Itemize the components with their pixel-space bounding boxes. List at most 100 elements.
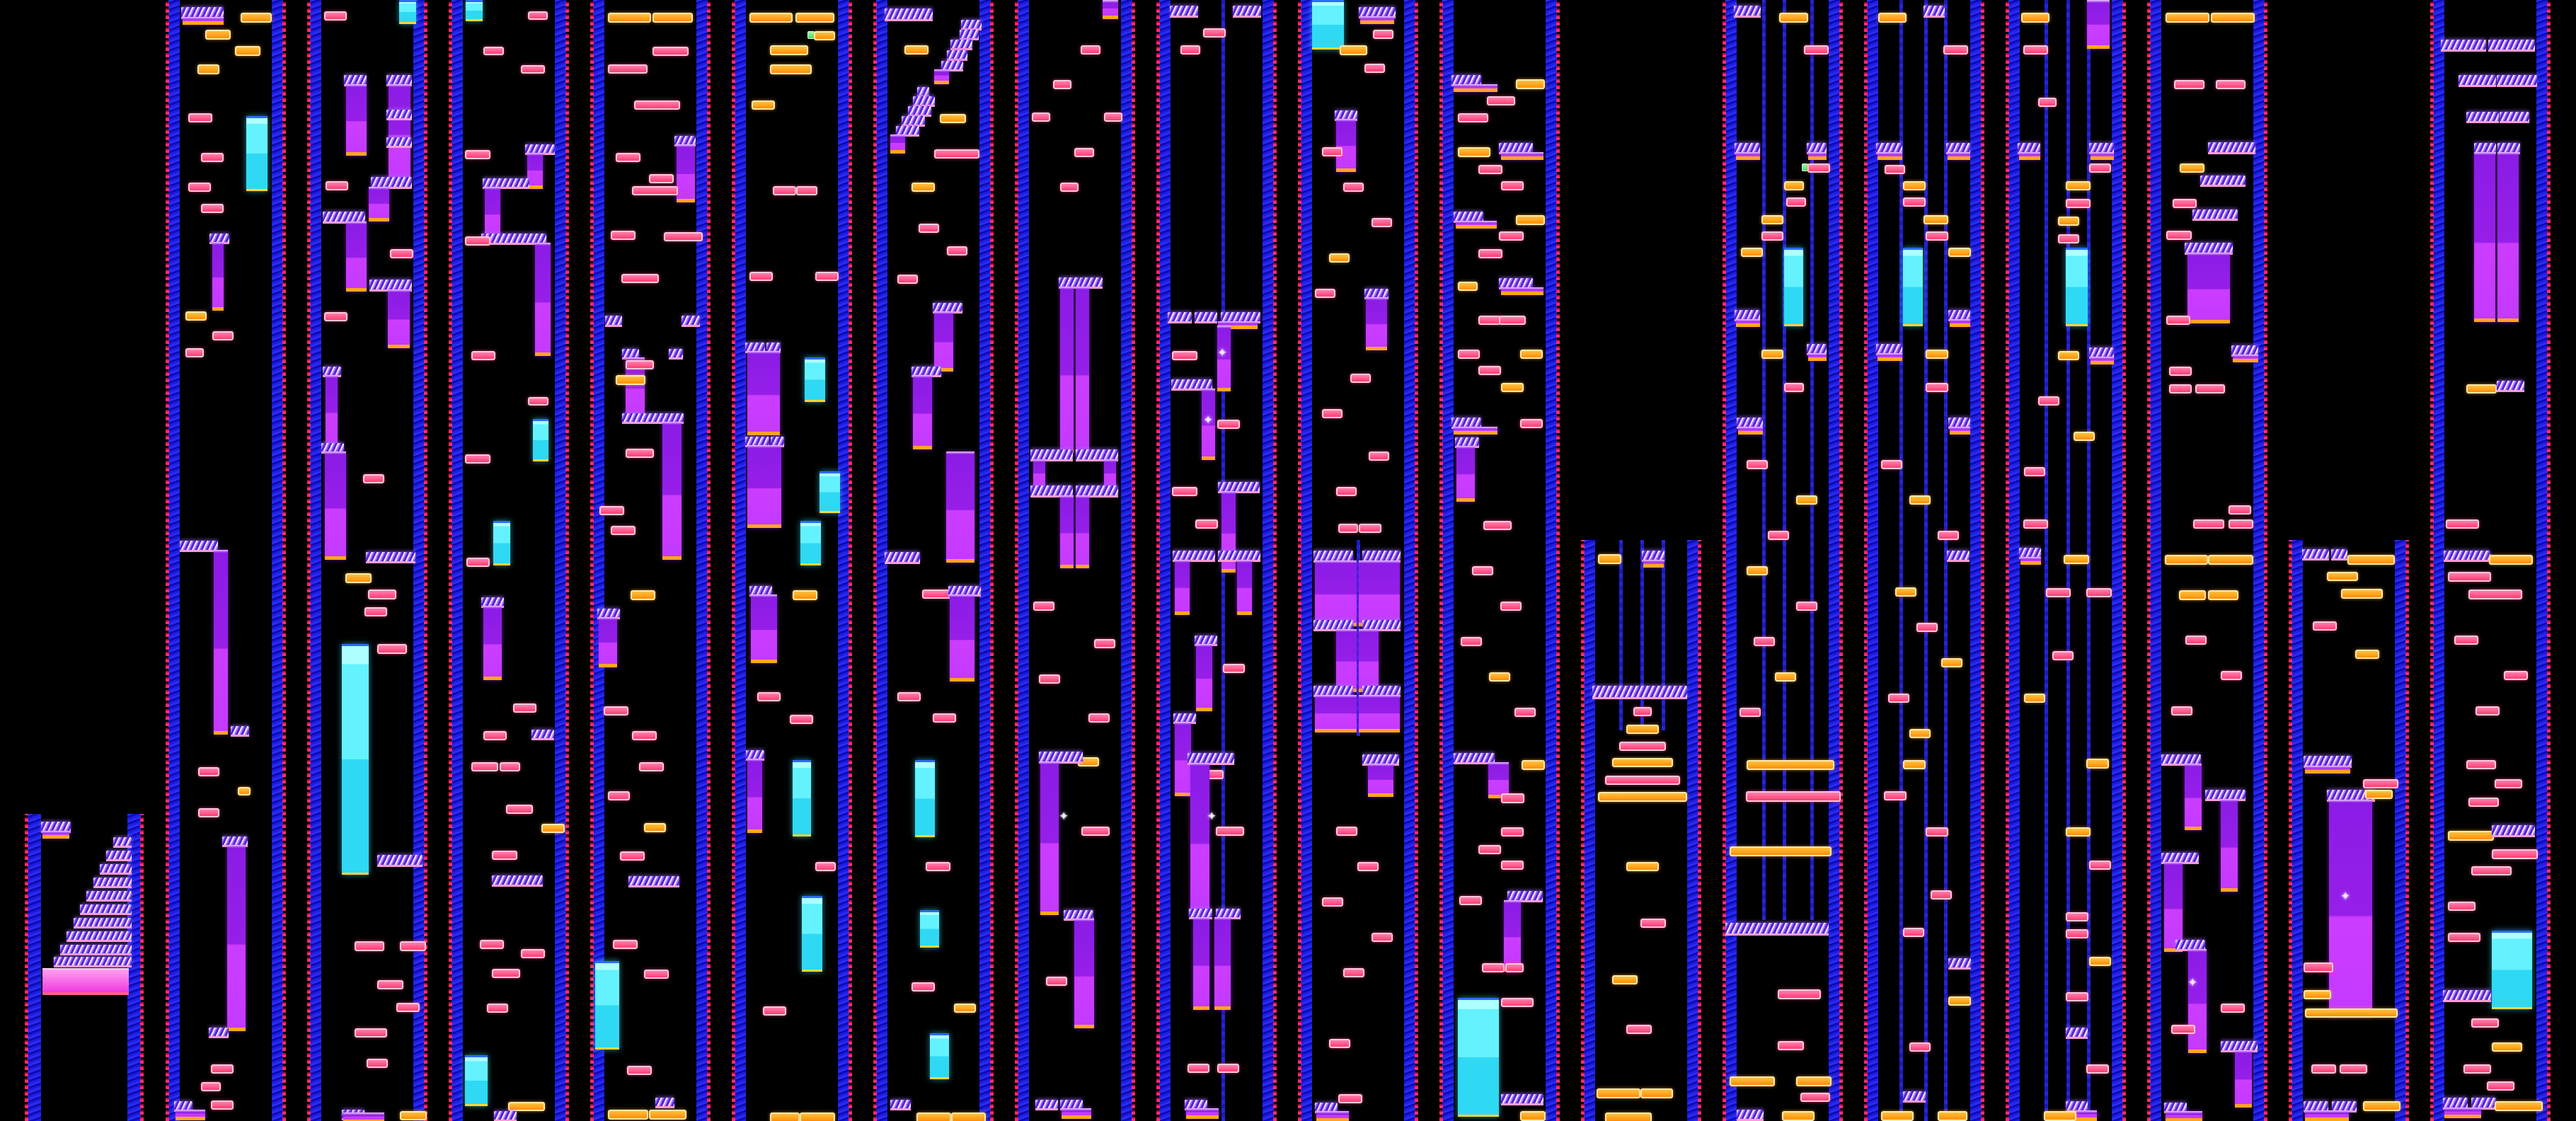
track-17-left-rail [2433, 0, 2444, 1121]
purple-block [1501, 152, 1543, 160]
pink-bar [1478, 316, 1501, 325]
pink-bar [2086, 1064, 2109, 1074]
pink-bar [1784, 383, 1804, 392]
orange-bar [2341, 589, 2383, 599]
orange-bar [1779, 13, 1808, 23]
orange-bar [1516, 215, 1545, 225]
purple-block [2474, 152, 2495, 322]
cyan-block [1458, 998, 1499, 1117]
pink-bar [2304, 962, 2333, 972]
pink-bar [2487, 1081, 2514, 1091]
purple-block [176, 1110, 205, 1120]
purple-block [42, 831, 69, 839]
orange-bar [912, 183, 935, 192]
pink-bar [627, 1066, 652, 1075]
pink-bar [897, 275, 918, 284]
track-03-left-rail-edge [449, 0, 452, 1121]
purple-block [751, 594, 777, 663]
orange-bar [954, 1004, 976, 1013]
cyan-block [399, 0, 416, 24]
track-06-right-rail-edge [990, 0, 994, 1121]
pink-bar [790, 715, 813, 724]
hatch-cap [386, 137, 412, 148]
track-07-left-rail [1018, 0, 1029, 1121]
purple-block [1196, 644, 1212, 711]
pink-bar [1180, 45, 1200, 54]
orange-bar [1938, 1111, 1967, 1121]
purple-block [2305, 1110, 2349, 1121]
mini-track-left-rail-edge [25, 814, 28, 1121]
pink-bar [763, 1006, 786, 1016]
orange-bar [795, 13, 834, 23]
pink-bar [2313, 621, 2337, 631]
orange-bar [1926, 350, 1948, 359]
track-13-lane-2 [1924, 0, 1928, 1121]
pink-bar [626, 449, 654, 458]
pink-bar [483, 47, 504, 55]
pink-bar [2066, 992, 2088, 1001]
pink-bar [2066, 929, 2088, 938]
pink-bar [1081, 827, 1110, 836]
track-11-lane-2 [1640, 540, 1644, 730]
pink-bar [1088, 713, 1110, 723]
orange-bar [1640, 1088, 1673, 1098]
pink-bar [400, 941, 426, 951]
orange-bar [770, 45, 808, 55]
track-10-left-rail [1442, 0, 1454, 1121]
purple-block [1336, 629, 1357, 692]
pink-bar [1916, 623, 1938, 632]
pink-bar [1796, 602, 1817, 611]
pink-bar [1458, 113, 1488, 122]
hatch-cap [2192, 209, 2238, 221]
orange-bar [2495, 1101, 2543, 1111]
track-04-left-rail-edge [590, 0, 594, 1121]
orange-bar [1597, 1088, 1640, 1098]
track-17-right-rail [2536, 0, 2548, 1121]
track-16-left-rail-edge [2289, 540, 2292, 1121]
pink-bar [198, 808, 219, 817]
pink-bar [926, 862, 950, 871]
hatch-cap [1507, 891, 1543, 902]
orange-bar [2363, 1101, 2400, 1111]
pink-bar [1336, 827, 1357, 836]
pink-bar [2089, 861, 2111, 870]
mini-track-right-rail-edge [140, 814, 144, 1121]
orange-bar [1730, 1076, 1775, 1086]
pink-bar [528, 397, 548, 406]
hatch-cap-wide [1173, 551, 1215, 562]
hatch-cap [655, 1098, 674, 1108]
purple-block [1062, 1108, 1091, 1119]
purple-block [1738, 427, 1763, 435]
purple-block [2188, 949, 2207, 1053]
pink-bar [2229, 505, 2251, 514]
hatch-cap-wide [1076, 449, 1118, 461]
pink-bar [2038, 98, 2057, 107]
purple-block [2235, 1050, 2252, 1108]
track-05-left-rail-edge [732, 0, 735, 1121]
orange-bar [631, 590, 655, 600]
orange-bar [205, 30, 231, 40]
hatch-cap [1035, 1100, 1058, 1110]
pink-bar [2185, 636, 2207, 645]
pink-bar [377, 980, 403, 989]
orange-bar [2066, 181, 2091, 190]
orange-bar [1948, 996, 1971, 1006]
cyan-block [533, 419, 548, 461]
purple-block [1060, 287, 1074, 453]
hatch-cap [2500, 112, 2529, 123]
purple-block [1808, 353, 1827, 361]
pink-bar [326, 181, 348, 190]
purple-block [1193, 917, 1209, 1010]
hatch-cap-wide [323, 212, 365, 224]
pink-bar [471, 351, 495, 360]
cyan-block [800, 521, 821, 565]
hatch-cap [386, 110, 412, 120]
orange-bar [1909, 729, 1931, 738]
pink-bar [1501, 181, 1524, 190]
hatch-cap [60, 945, 132, 955]
track-16-right-rail-edge [2405, 540, 2409, 1121]
pink-bar [2221, 1004, 2245, 1013]
hatch-cap-wide [1188, 753, 1234, 765]
pink-bar [1626, 1025, 1652, 1034]
pink-bar [2086, 588, 2112, 597]
